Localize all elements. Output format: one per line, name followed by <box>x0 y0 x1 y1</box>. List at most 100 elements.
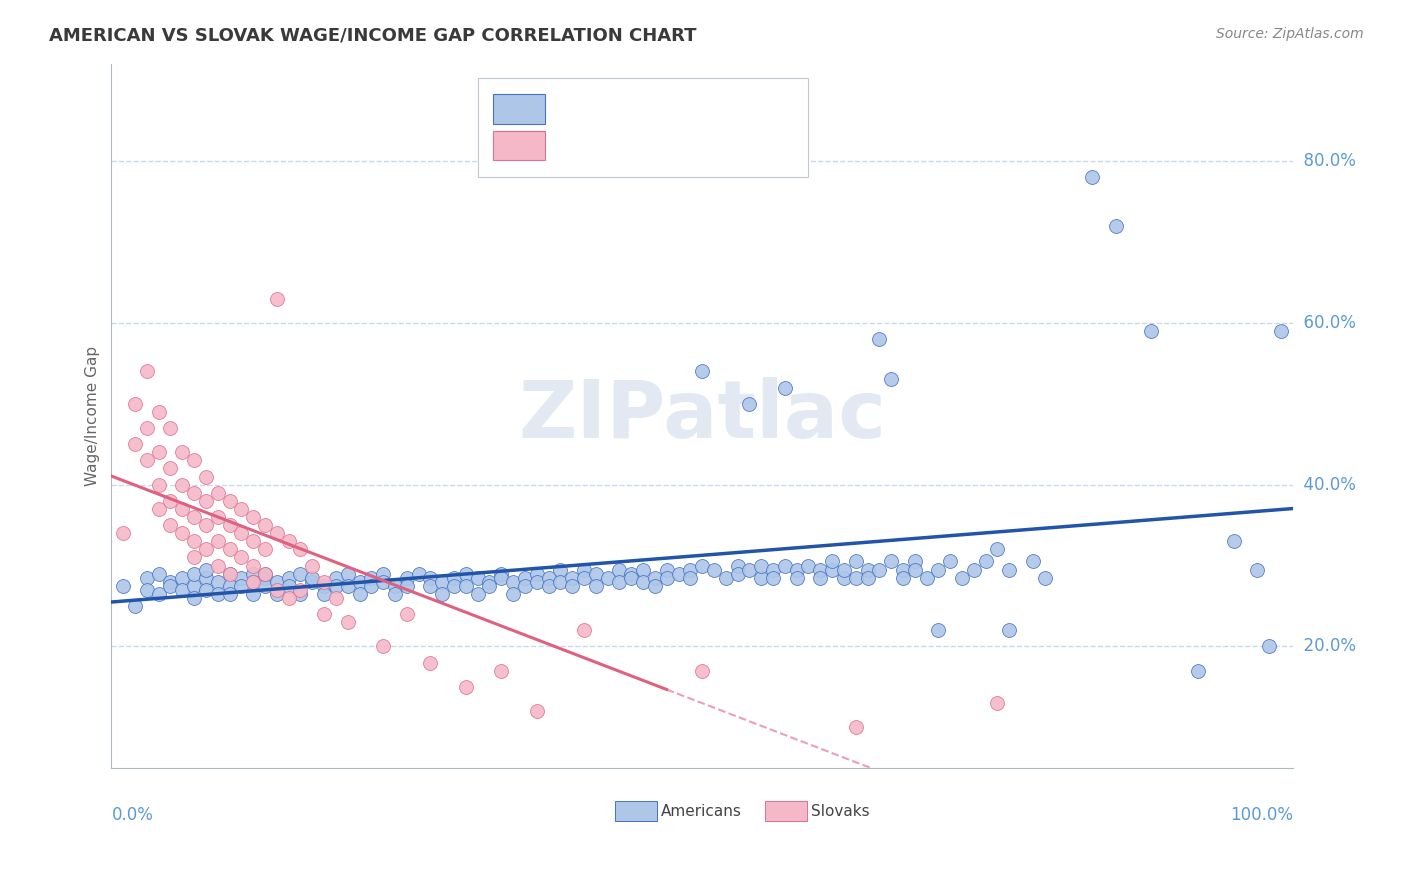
Point <box>998 563 1021 577</box>
Point <box>443 571 465 585</box>
Text: Americans: Americans <box>661 804 741 819</box>
Point <box>148 566 170 581</box>
Point <box>596 571 619 585</box>
Point <box>253 542 276 557</box>
Point <box>172 502 194 516</box>
Point <box>513 579 536 593</box>
Point <box>1022 554 1045 568</box>
Point <box>135 453 157 467</box>
Point <box>148 405 170 419</box>
Point <box>183 550 205 565</box>
Point <box>1270 324 1292 338</box>
Point <box>644 571 666 585</box>
Point <box>373 566 395 581</box>
Point <box>277 579 299 593</box>
Point <box>868 563 890 577</box>
Text: 0.0%: 0.0% <box>111 806 153 824</box>
Point <box>856 563 879 577</box>
Point <box>432 587 454 601</box>
Point <box>927 563 949 577</box>
Point <box>194 518 217 533</box>
Point <box>148 502 170 516</box>
Point <box>336 566 359 581</box>
Point <box>124 599 146 613</box>
Point <box>266 574 288 589</box>
Point <box>336 579 359 593</box>
Point <box>513 571 536 585</box>
Point <box>124 397 146 411</box>
Point <box>301 574 323 589</box>
Point <box>668 566 690 581</box>
Point <box>1246 563 1268 577</box>
Point <box>148 587 170 601</box>
Point <box>194 563 217 577</box>
Point <box>290 542 312 557</box>
Point <box>266 526 288 541</box>
Text: N =: N = <box>686 136 727 154</box>
Point <box>1187 664 1209 678</box>
Point <box>808 571 831 585</box>
Point <box>690 664 713 678</box>
Point <box>891 571 914 585</box>
Point <box>207 558 229 573</box>
Point <box>194 571 217 585</box>
Point <box>301 558 323 573</box>
Point <box>159 493 181 508</box>
Point <box>1140 324 1163 338</box>
Point <box>986 542 1008 557</box>
Point <box>845 720 868 734</box>
Point <box>537 571 560 585</box>
Point <box>218 566 240 581</box>
Point <box>242 510 264 524</box>
Point <box>832 563 855 577</box>
Point <box>277 591 299 605</box>
Point <box>194 542 217 557</box>
Point <box>1223 534 1246 549</box>
Point <box>384 579 406 593</box>
Point <box>478 579 501 593</box>
Point <box>808 563 831 577</box>
Point <box>183 579 205 593</box>
Point <box>572 571 595 585</box>
Text: AMERICAN VS SLOVAK WAGE/INCOME GAP CORRELATION CHART: AMERICAN VS SLOVAK WAGE/INCOME GAP CORRE… <box>49 27 697 45</box>
Point <box>1104 219 1126 233</box>
Point <box>986 696 1008 710</box>
Point <box>194 493 217 508</box>
Point <box>159 421 181 435</box>
Point <box>644 579 666 593</box>
FancyBboxPatch shape <box>478 78 808 177</box>
Point <box>1033 571 1056 585</box>
Text: 20.0%: 20.0% <box>1294 638 1355 656</box>
Point <box>242 566 264 581</box>
Point <box>395 607 418 621</box>
Point <box>183 485 205 500</box>
Y-axis label: Wage/Income Gap: Wage/Income Gap <box>86 346 100 486</box>
Text: 80.0%: 80.0% <box>1294 153 1355 170</box>
Point <box>124 437 146 451</box>
Point <box>738 397 761 411</box>
Point <box>467 587 489 601</box>
Point <box>714 571 737 585</box>
Point <box>491 566 513 581</box>
Point <box>998 624 1021 638</box>
Point <box>159 461 181 475</box>
Point <box>655 571 678 585</box>
Point <box>609 574 631 589</box>
Point <box>467 571 489 585</box>
Point <box>419 579 441 593</box>
Point <box>1081 170 1104 185</box>
Point <box>502 587 524 601</box>
Point <box>572 563 595 577</box>
Point <box>159 518 181 533</box>
Point <box>880 372 903 386</box>
Point <box>277 534 299 549</box>
Point <box>631 574 654 589</box>
Point <box>194 469 217 483</box>
Point <box>242 587 264 601</box>
Point <box>325 591 347 605</box>
Point <box>218 587 240 601</box>
Point <box>312 574 335 589</box>
Point <box>172 582 194 597</box>
Point <box>290 566 312 581</box>
Point <box>454 680 477 694</box>
